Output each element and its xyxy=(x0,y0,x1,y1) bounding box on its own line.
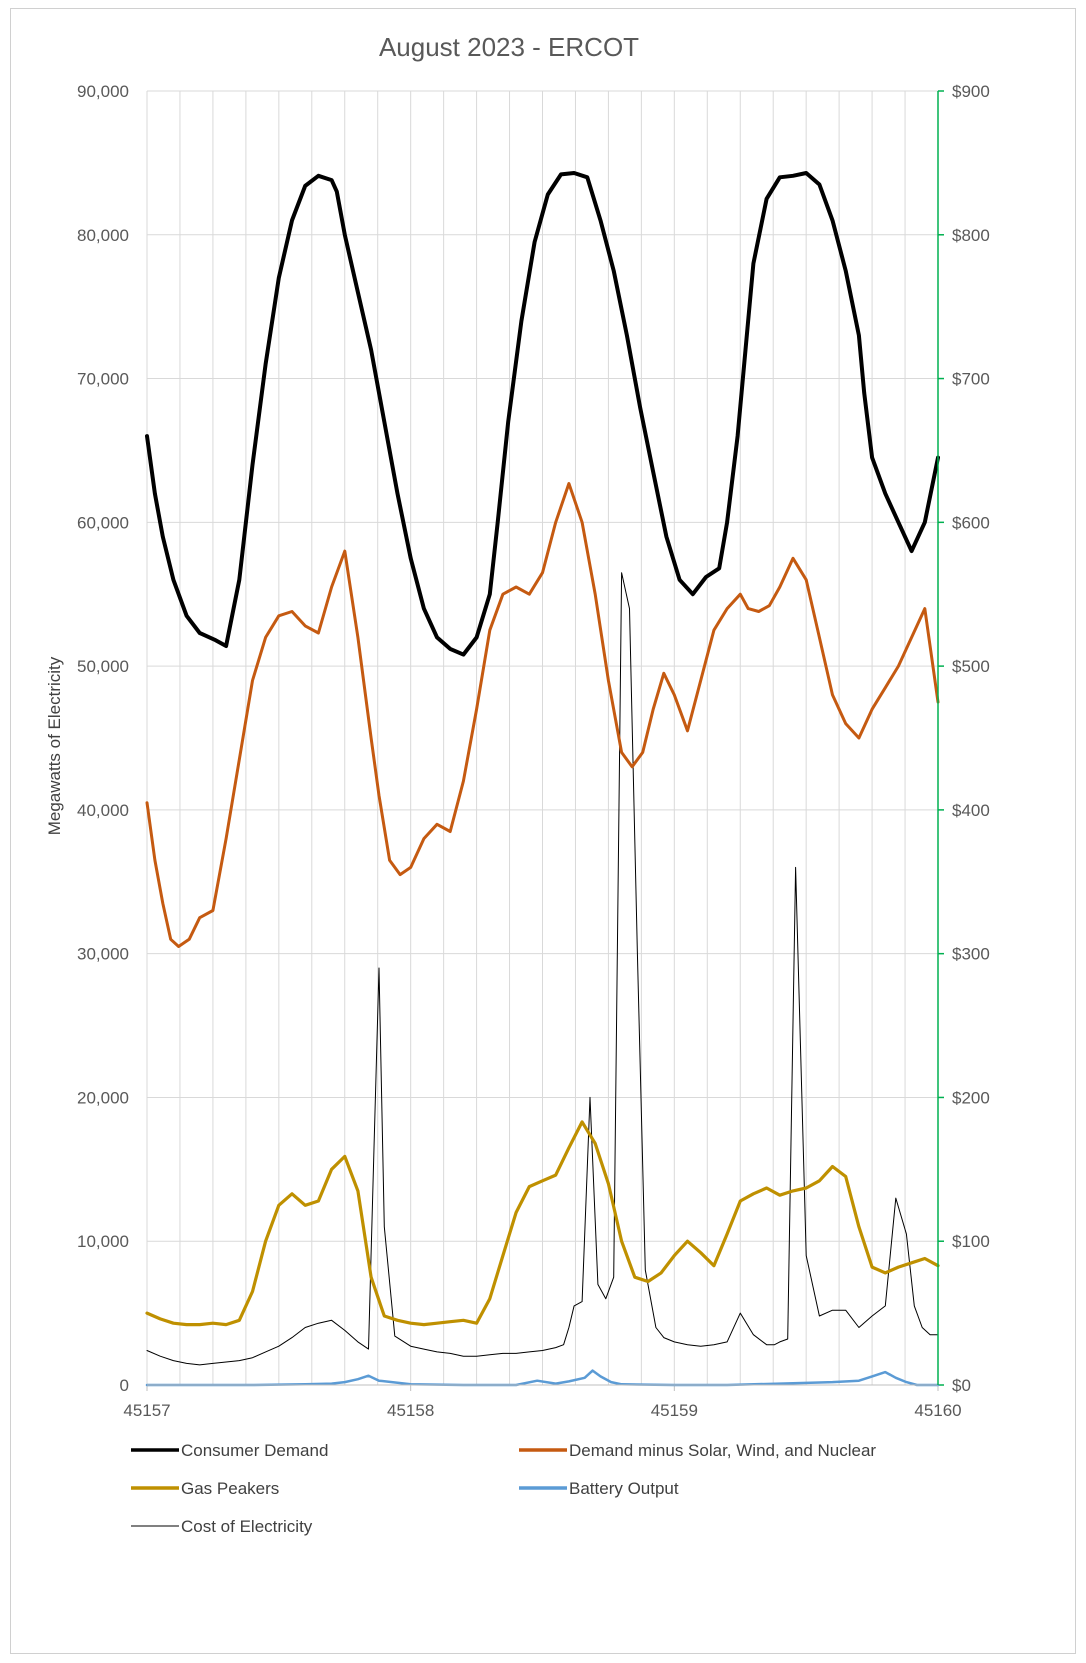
x-tick-label: 45159 xyxy=(651,1401,698,1420)
y-tick-label: 50,000 xyxy=(77,657,129,676)
y-tick-label: 80,000 xyxy=(77,226,129,245)
y-tick-label: 70,000 xyxy=(77,370,129,389)
legend: Consumer Demand Demand minus Solar, Wind,… xyxy=(131,1441,876,1536)
x-tick-label: 45160 xyxy=(914,1401,961,1420)
y-tick-label: 10,000 xyxy=(77,1232,129,1251)
y2-tick-label: $0 xyxy=(952,1376,971,1395)
y2-tick-label: $600 xyxy=(952,513,990,532)
chart-title: August 2023 - ERCOT xyxy=(379,32,639,62)
legend-label-consumer-demand: Consumer Demand xyxy=(181,1441,328,1460)
x-axis-ticks: 45157 45158 45159 45160 xyxy=(123,1385,962,1420)
legend-label-battery-output: Battery Output xyxy=(569,1479,679,1498)
series-line-consumer-demand xyxy=(145,171,940,657)
y2-tick-label: $400 xyxy=(952,801,990,820)
series-line-demand-minus-solar-wind-and-nuclear xyxy=(145,482,940,948)
vertical-gridlines xyxy=(146,91,939,1385)
y2-tick-label: $700 xyxy=(952,370,990,389)
y-tick-label: 30,000 xyxy=(77,945,129,964)
y2-tick-label: $200 xyxy=(952,1088,990,1107)
legend-label-cost-of-electricity: Cost of Electricity xyxy=(181,1517,313,1536)
y2-tick-label: $900 xyxy=(952,82,990,101)
y-tick-label: 20,000 xyxy=(77,1088,129,1107)
right-axis-ticks: $0 $100 $200 $300 $400 $500 $600 $700 $800 $900 xyxy=(938,82,990,1395)
x-tick-label: 45157 xyxy=(123,1401,170,1420)
y2-tick-label: $100 xyxy=(952,1232,990,1251)
y2-tick-label: $500 xyxy=(952,657,990,676)
legend-label-gas-peakers: Gas Peakers xyxy=(181,1479,279,1498)
legend-label-demand-minus-solar-wind-and-nuclear: Demand minus Solar, Wind, and Nuclear xyxy=(569,1441,876,1460)
x-tick-label: 45158 xyxy=(387,1401,434,1420)
left-axis-ticks: 0 10,000 20,000 30,000 40,000 50,000 60,000 70,… xyxy=(77,82,129,1395)
y-tick-label: 90,000 xyxy=(77,82,129,101)
chart: August 2023 - ERCOT 0 10,000 20,000 30,000 4… xyxy=(45,32,990,1536)
series-line-battery-output xyxy=(145,1369,940,1387)
series-lines xyxy=(145,171,940,1387)
y-tick-label: 0 xyxy=(120,1376,129,1395)
y-tick-label: 60,000 xyxy=(77,513,129,532)
y2-tick-label: $800 xyxy=(952,226,990,245)
series-line-gas-peakers xyxy=(145,1120,940,1327)
series-line-cost-of-electricity xyxy=(146,572,939,1366)
y-axis-label: Megawatts of Electricity xyxy=(45,656,64,835)
horizontal-gridlines xyxy=(147,90,938,1386)
chart-frame: August 2023 - ERCOT 0 10,000 20,000 30,000 4… xyxy=(10,8,1076,1654)
y-tick-label: 40,000 xyxy=(77,801,129,820)
y2-tick-label: $300 xyxy=(952,945,990,964)
